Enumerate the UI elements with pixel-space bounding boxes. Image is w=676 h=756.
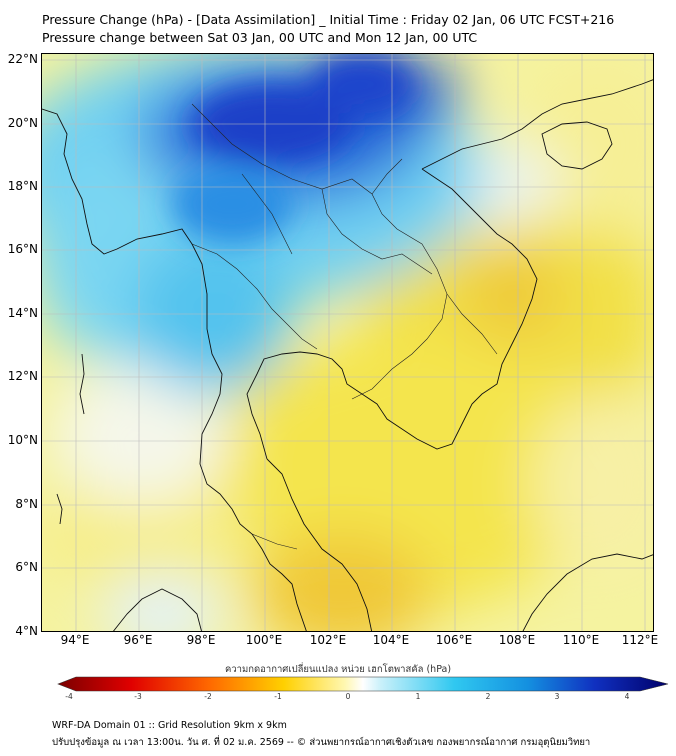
lon-label-96e: 96°E <box>123 633 153 647</box>
lat-label-4n: 4°N <box>15 624 38 638</box>
country-borders <box>191 103 498 550</box>
title-line-2: Pressure change between Sat 03 Jan, 00 U… <box>42 30 478 45</box>
colorbar-tick: -2 <box>204 692 212 701</box>
lon-label-112e: 112°E <box>621 633 659 647</box>
footer-line-1: WRF-DA Domain 01 :: Grid Resolution 9km … <box>52 720 287 731</box>
coastlines <box>42 79 653 631</box>
graticule <box>42 54 653 631</box>
colorbar-tick: 0 <box>345 692 351 701</box>
lat-label-20n: 20°N <box>7 116 38 130</box>
lon-label-108e: 108°E <box>498 633 536 647</box>
lon-label-104e: 104°E <box>372 633 410 647</box>
lon-label-100e: 100°E <box>245 633 283 647</box>
lat-label-18n: 18°N <box>7 179 38 193</box>
lat-label-16n: 16°N <box>7 242 38 256</box>
colorbar-tick: 4 <box>624 692 630 701</box>
title-line-1: Pressure Change (hPa) - [Data Assimilati… <box>42 12 615 27</box>
colorbar-tick: 1 <box>415 692 421 701</box>
lon-label-98e: 98°E <box>186 633 216 647</box>
colorbar-tick: 3 <box>554 692 560 701</box>
lon-label-106e: 106°E <box>435 633 473 647</box>
pressure-change-map <box>42 54 653 631</box>
lon-label-102e: 102°E <box>309 633 347 647</box>
colorbar-tick: 2 <box>485 692 491 701</box>
lat-label-10n: 10°N <box>7 433 38 447</box>
lon-label-94e: 94°E <box>60 633 90 647</box>
lat-label-12n: 12°N <box>7 369 38 383</box>
colorbar-title: ความกดอากาศเปลี่ยนแปลง หน่วย เฮกโตพาสคัล… <box>224 664 452 675</box>
colorbar-gradient <box>57 676 669 692</box>
colorbar <box>57 676 669 692</box>
lat-label-14n: 14°N <box>7 306 38 320</box>
colorbar-tick: -4 <box>65 692 73 701</box>
lat-label-8n: 8°N <box>15 497 38 511</box>
lat-label-6n: 6°N <box>15 560 38 574</box>
lon-label-110e: 110°E <box>562 633 600 647</box>
lat-label-22n: 22°N <box>7 52 38 66</box>
pressure-field <box>42 54 653 631</box>
map-panel <box>41 53 654 632</box>
colorbar-tick: -1 <box>274 692 282 701</box>
footer-line-2: ปรับปรุงข้อมูล ณ เวลา 13:00น. วัน ศ. ที่… <box>52 737 591 748</box>
colorbar-tick: -3 <box>134 692 142 701</box>
